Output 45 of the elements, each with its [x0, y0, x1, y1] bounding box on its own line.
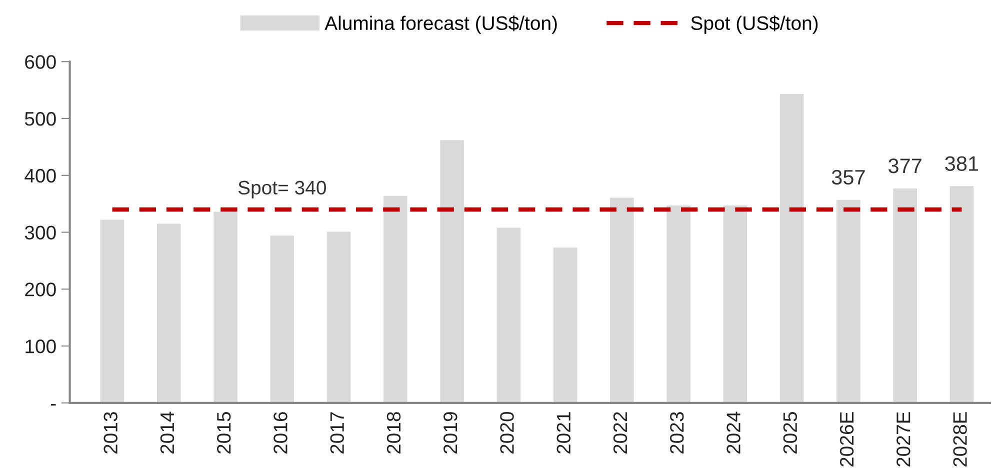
bar [326, 232, 351, 403]
x-tick-label: 2027E [896, 412, 910, 466]
bar [666, 206, 690, 403]
x-tick-label: 2013 [104, 412, 118, 454]
x-tick-label: 2015 [216, 412, 231, 454]
bar [440, 140, 464, 403]
y-tick-label: 600 [25, 55, 56, 69]
x-tick-label: 2026E [840, 412, 854, 466]
x-tick-label: 2017 [330, 412, 344, 454]
data-label: 381 [945, 156, 978, 171]
bar [610, 198, 634, 403]
bar [553, 248, 578, 403]
y-tick-label: 100 [26, 339, 56, 354]
y-tick-label: - [50, 404, 56, 406]
x-tick-label: 2024 [726, 412, 740, 454]
bar [723, 206, 748, 403]
bar [836, 200, 860, 403]
bar [100, 220, 124, 403]
bar [214, 212, 238, 403]
x-tick-label: 2023 [670, 412, 684, 454]
y-tick-label: 200 [25, 282, 56, 296]
x-tick-label: 2021 [556, 412, 571, 454]
x-tick-label: 2022 [613, 412, 628, 454]
x-tick-label: 2014 [160, 412, 174, 454]
y-tick-label: 300 [24, 226, 56, 240]
y-tick-label: 500 [24, 112, 56, 126]
annotation: Spot= 340 [238, 180, 326, 198]
x-tick-label: 2028E [953, 412, 967, 466]
y-tick-label: 400 [24, 168, 56, 183]
x-tick-label: 2025 [783, 412, 798, 454]
x-tick-label: 2020 [500, 412, 514, 454]
data-label: 357 [832, 170, 865, 185]
x-tick-label: 2016 [274, 412, 288, 454]
data-label: 377 [888, 158, 922, 174]
bar [270, 236, 294, 403]
x-tick-label: 2019 [443, 412, 458, 454]
bar [496, 228, 521, 403]
x-tick-label: 2018 [386, 412, 401, 454]
bar [893, 188, 917, 403]
legend-label: Alumina forecast (US$/ton) [324, 15, 557, 34]
bar [950, 186, 974, 403]
bar [780, 94, 804, 403]
legend-label: Spot (US$/ton) [691, 15, 818, 34]
bar [157, 224, 181, 403]
bar [384, 196, 408, 403]
